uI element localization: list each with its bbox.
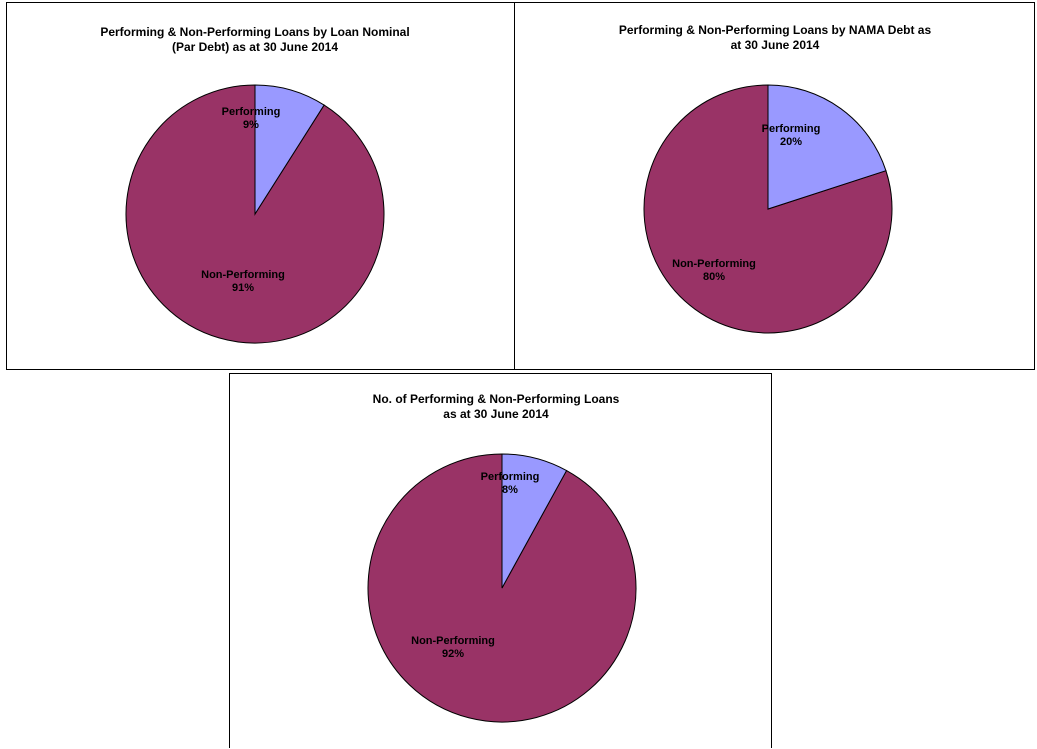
chart-title-line-1: Performing & Non-Performing Loans by Loa… <box>100 25 409 39</box>
slice-label-non-performing: Non-Performing <box>201 269 285 281</box>
slice-label-non-performing: Non-Performing <box>411 635 495 647</box>
chart-title-line-1: No. of Performing & Non-Performing Loans <box>373 392 620 406</box>
slice-value-label-non-performing: 91% <box>232 282 254 294</box>
slice-value-label-performing: 8% <box>502 484 518 496</box>
pie-chart-nama-debt: Performing & Non-Performing Loans by NAM… <box>514 2 1035 370</box>
slice-value-label-performing: 9% <box>243 119 259 131</box>
slice-value-label-non-performing: 92% <box>442 648 464 660</box>
pie-slice-performing <box>767 84 887 210</box>
pie-slice-performing <box>254 84 325 216</box>
pie-chart-number-of-loans: No. of Performing & Non-Performing Loans… <box>229 373 772 748</box>
slice-value-label-non-performing: 80% <box>703 271 725 283</box>
pie-chart-loan-nominal: Performing & Non-Performing Loans by Loa… <box>6 2 515 370</box>
pie-slice-performing <box>501 453 568 589</box>
pie-chart-svg: Performing & Non-Performing Loans by Loa… <box>100 25 410 344</box>
chart-title-line-2: as at 30 June 2014 <box>443 407 549 421</box>
chart-title-line-2: (Par Debt) as at 30 June 2014 <box>172 40 338 54</box>
slice-label-non-performing: Non-Performing <box>672 258 756 270</box>
slice-value-label-performing: 20% <box>780 136 802 148</box>
slice-label-performing: Performing <box>222 106 281 118</box>
chart-title-line-2: at 30 June 2014 <box>731 38 820 52</box>
chart-title-line-1: Performing & Non-Performing Loans by NAM… <box>619 23 932 37</box>
pie-chart-svg: Performing & Non-Performing Loans by NAM… <box>619 23 932 334</box>
slice-label-performing: Performing <box>762 123 821 135</box>
pie-chart-svg: No. of Performing & Non-Performing Loans… <box>367 392 637 723</box>
slice-label-performing: Performing <box>481 471 540 483</box>
